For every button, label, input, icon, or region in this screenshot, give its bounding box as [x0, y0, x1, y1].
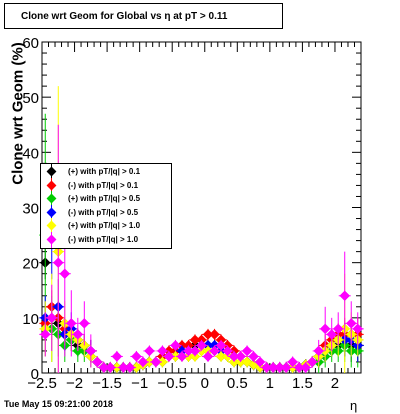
y-tick-label: 10 [22, 311, 39, 328]
data-point [202, 351, 214, 362]
data-point [352, 323, 364, 335]
legend-label: (+) with pT/|q| > 1.0 [68, 221, 141, 230]
x-tick-label: −2.5 [27, 375, 57, 392]
x-tick-label: 0 [201, 375, 209, 392]
y-axis-label: Clone wrt Geom (%) [9, 42, 27, 185]
data-point [176, 351, 188, 362]
data-point [150, 356, 162, 368]
data-point [339, 290, 351, 302]
legend-entry: (-) with pT/|q| > 0.5 [41, 204, 171, 221]
x-axis-label: η [350, 398, 358, 413]
legend-entry: (-) with pT/|q| > 0.1 [41, 177, 171, 194]
y-axis: 0 10 20 30 40 50 60 [22, 35, 361, 383]
data-point [85, 345, 97, 357]
series-layer [39, 86, 364, 373]
data-point [39, 329, 51, 340]
data-point [313, 345, 325, 357]
y-tick-label: 50 [22, 90, 39, 107]
legend-marker [46, 166, 57, 177]
data-point [248, 351, 259, 362]
x-tick-label: 2 [331, 375, 339, 392]
y-tick-label: 20 [22, 256, 39, 273]
legend-marker [46, 234, 57, 244]
legend-marker [46, 193, 57, 204]
data-point [280, 362, 292, 373]
y-tick-label: 60 [22, 35, 39, 52]
legend-label: (+) with pT/|q| > 0.1 [68, 167, 141, 176]
data-point [124, 362, 136, 373]
legend-label: (-) with pT/|q| > 0.1 [68, 180, 139, 190]
legend-marker [46, 220, 57, 231]
data-point [137, 356, 149, 368]
data-point [78, 317, 90, 329]
data-point [163, 351, 175, 362]
data-point [287, 356, 298, 368]
data-point [65, 317, 77, 329]
data-point [345, 317, 357, 329]
x-axis: −2.5 −2 −1.5 −1 −0.5 0 0.5 1 1.5 2 [27, 42, 355, 392]
data-point [306, 356, 318, 368]
data-point [144, 345, 155, 357]
data-point [189, 345, 201, 357]
x-tick-label: 1.5 [292, 375, 313, 392]
data-point [332, 323, 344, 335]
data-point [111, 351, 123, 362]
footer-timestamp: Tue May 15 09:21:00 2018 [4, 399, 113, 409]
data-point [131, 351, 142, 362]
x-tick-label: 0.5 [227, 375, 248, 392]
data-point [209, 345, 220, 357]
data-point [254, 356, 266, 368]
x-tick-label: −1.5 [92, 375, 122, 392]
data-point [215, 340, 227, 351]
data-point [105, 362, 116, 373]
x-tick-label: −1 [131, 375, 148, 392]
legend-entry: (-) with pT/|q| > 1.0 [41, 231, 171, 248]
data-point [209, 329, 220, 340]
data-point [235, 351, 246, 362]
legend: (+) with pT/|q| > 0.1 (-) with pT/|q| > 0… [40, 163, 172, 249]
data-point [91, 356, 103, 368]
y-tick-label: 30 [22, 201, 39, 218]
legend-label: (-) with pT/|q| > 0.5 [68, 207, 139, 217]
x-tick-label: 1 [266, 375, 274, 392]
y-tick-label: 40 [22, 145, 39, 162]
legend-label: (-) with pT/|q| > 1.0 [68, 234, 139, 244]
chart-title: Clone wrt Geom for Global vs η at pT > 0… [4, 3, 283, 29]
legend-entry: (+) with pT/|q| > 1.0 [41, 218, 171, 234]
y-tick-label: 0 [31, 366, 39, 383]
data-point [319, 323, 331, 335]
data-point [52, 257, 64, 269]
data-point [170, 340, 181, 351]
data-point [326, 329, 338, 340]
data-point [241, 345, 253, 357]
legend-marker [46, 180, 57, 190]
data-point [46, 312, 58, 324]
data-point [300, 362, 312, 373]
legend-entry: (+) with pT/|q| > 0.5 [41, 191, 171, 207]
x-tick-label: −0.5 [157, 375, 187, 392]
data-point [59, 268, 71, 280]
series-5 [39, 124, 364, 373]
x-tick-label: −2 [66, 375, 83, 392]
data-point [157, 345, 168, 357]
data-point [196, 340, 207, 351]
legend-marker [46, 207, 57, 217]
legend-entry: (+) with pT/|q| > 0.1 [41, 164, 171, 180]
data-point [72, 329, 84, 340]
data-point [222, 345, 233, 357]
legend-label: (+) with pT/|q| > 0.5 [68, 194, 141, 203]
